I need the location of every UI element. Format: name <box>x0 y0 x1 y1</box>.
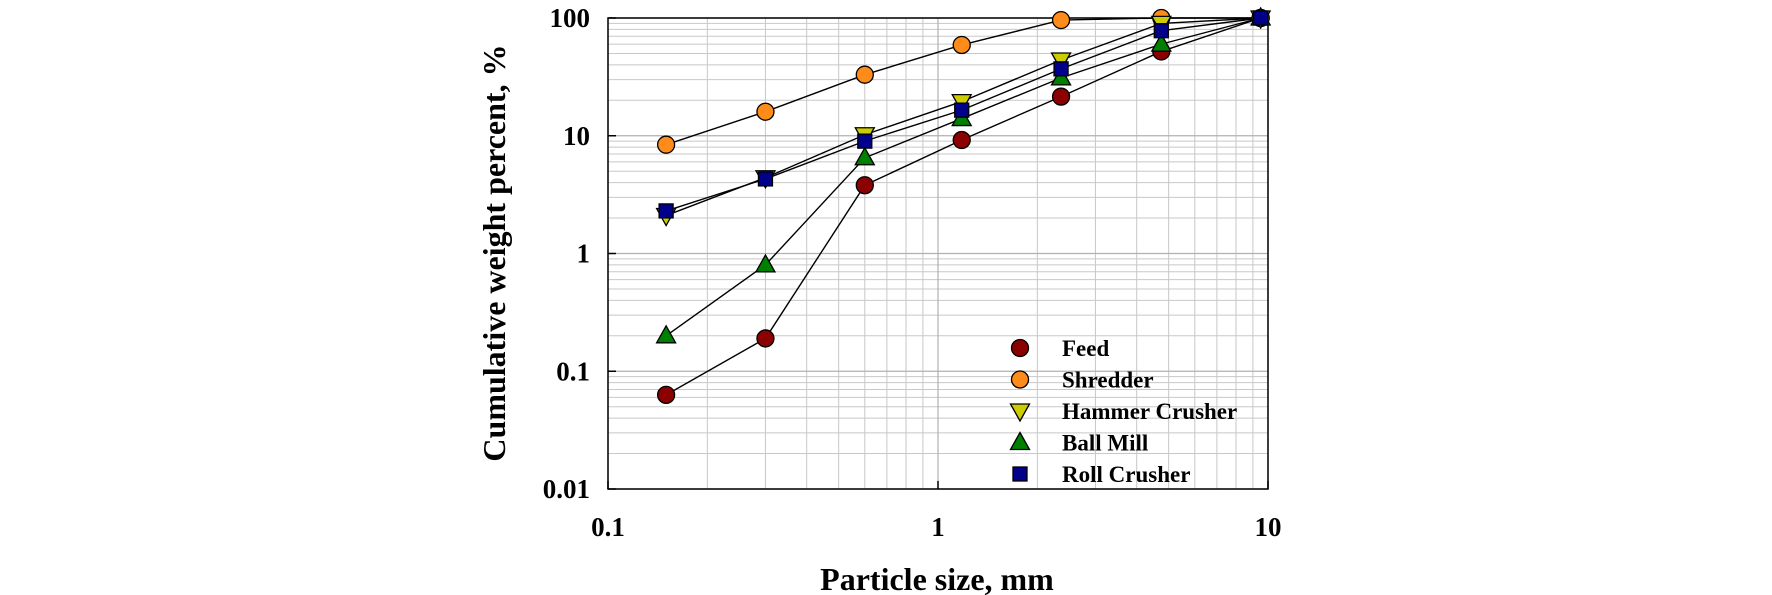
legend: Feed Shredder Hammer Crusher Ball Mill Roll … <box>1009 336 1237 487</box>
data-point-feed <box>855 176 874 195</box>
data-point-feed <box>656 385 676 405</box>
data-point-feed <box>1051 87 1071 106</box>
x-axis-title: Particle size, mm <box>820 561 1054 595</box>
legend-marker-feed <box>1010 338 1030 358</box>
y-axis-title: Cumulative weight percent, % <box>476 44 512 461</box>
series-markers-ball-mill <box>655 6 1272 344</box>
legend-marker-hammer-crusher <box>1009 403 1031 423</box>
data-point-roll-crusher <box>1252 10 1269 26</box>
y-tick-label: 0.1 <box>556 356 590 386</box>
data-point-shredder <box>756 102 775 121</box>
data-point-shredder <box>952 35 971 55</box>
data-point-roll-crusher <box>1053 61 1069 77</box>
legend-item-feed: Feed <box>1010 336 1109 361</box>
data-point-ball-mill <box>1150 32 1172 52</box>
x-tick-label: 10 <box>1255 512 1282 542</box>
legend-item-roll-crusher: Roll Crusher <box>1012 462 1190 487</box>
legend-item-ball-mill: Ball Mill <box>1009 431 1148 456</box>
data-point-shredder <box>855 65 874 84</box>
data-point-roll-crusher <box>658 203 674 219</box>
legend-marker-ball-mill <box>1009 431 1031 451</box>
data-point-roll-crusher <box>1153 23 1169 39</box>
data-point-ball-mill <box>854 146 876 166</box>
legend-item-shredder: Shredder <box>1010 368 1154 393</box>
x-tick-label: 1 <box>931 512 945 542</box>
y-tick-label: 100 <box>550 3 591 33</box>
series-line-ball-mill <box>665 17 1261 337</box>
data-point-feed <box>952 130 971 150</box>
data-point-shredder <box>656 135 676 154</box>
series-markers-feed <box>656 8 1270 405</box>
legend-label-roll-crusher: Roll Crusher <box>1062 462 1190 487</box>
legend-label-ball-mill: Ball Mill <box>1062 431 1148 456</box>
y-tick-label: 1 <box>577 239 591 269</box>
legend-label-hammer-crusher: Hammer Crusher <box>1062 399 1237 424</box>
data-point-ball-mill <box>754 253 777 273</box>
data-point-ball-mill <box>655 324 677 344</box>
data-series <box>655 6 1272 405</box>
data-point-shredder <box>1051 10 1071 30</box>
series-ball-mill <box>665 17 1261 337</box>
x-tick-label: 0.1 <box>591 512 625 542</box>
data-point-roll-crusher <box>857 133 873 149</box>
legend-item-hammer-crusher: Hammer Crusher <box>1009 399 1237 424</box>
legend-marker-shredder <box>1010 370 1030 389</box>
legend-label-shredder: Shredder <box>1062 368 1154 393</box>
legend-label-feed: Feed <box>1062 336 1109 361</box>
y-tick-label: 0.01 <box>543 474 590 504</box>
legend-marker-roll-crusher <box>1012 466 1028 482</box>
series-line-feed <box>665 17 1261 396</box>
data-point-feed <box>756 329 775 348</box>
data-point-roll-crusher <box>757 171 774 187</box>
y-tick-label: 10 <box>563 121 590 151</box>
data-point-roll-crusher <box>954 102 970 118</box>
series-markers-roll-crusher <box>658 10 1269 219</box>
series-feed <box>665 17 1261 396</box>
